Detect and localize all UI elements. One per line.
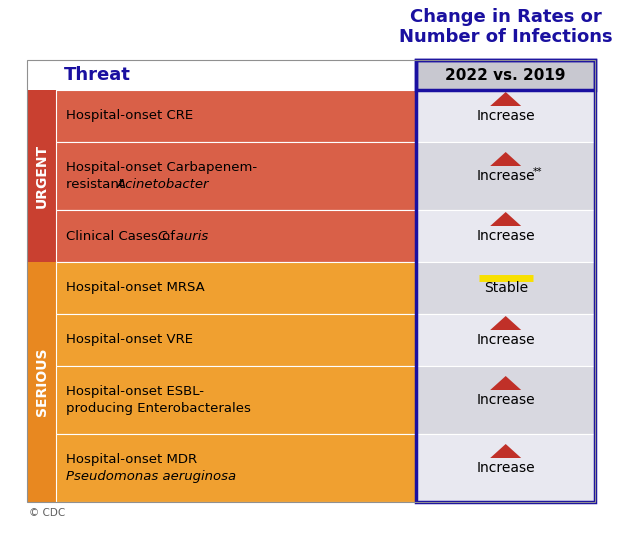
Bar xyxy=(416,60,595,90)
Polygon shape xyxy=(490,212,521,226)
Bar xyxy=(416,90,595,142)
Text: Hospital-onset VRE: Hospital-onset VRE xyxy=(66,333,193,346)
Bar xyxy=(27,262,56,502)
Text: URGENT: URGENT xyxy=(35,144,49,208)
Bar xyxy=(416,434,595,502)
Text: Increase: Increase xyxy=(476,333,535,347)
Text: © CDC: © CDC xyxy=(29,508,65,518)
Text: producing Enterobacterales: producing Enterobacterales xyxy=(66,402,250,416)
Text: Increase: Increase xyxy=(476,169,535,183)
Text: resistant: resistant xyxy=(66,178,128,191)
Bar xyxy=(416,210,595,262)
Text: Hospital-onset MDR: Hospital-onset MDR xyxy=(66,453,197,466)
Polygon shape xyxy=(490,152,521,166)
Text: Stable: Stable xyxy=(484,281,527,295)
Text: **: ** xyxy=(533,167,542,177)
Bar xyxy=(56,434,416,502)
Text: Acinetobacter: Acinetobacter xyxy=(117,178,210,191)
Text: C. auris: C. auris xyxy=(158,229,209,243)
Polygon shape xyxy=(490,92,521,106)
Text: SERIOUS: SERIOUS xyxy=(35,348,49,416)
Bar xyxy=(56,210,416,262)
Bar xyxy=(416,314,595,366)
Text: Hospital-onset ESBL-: Hospital-onset ESBL- xyxy=(66,384,204,397)
Bar xyxy=(416,366,595,434)
Bar xyxy=(56,90,416,142)
Polygon shape xyxy=(490,444,521,458)
Bar xyxy=(416,262,595,314)
Bar xyxy=(56,314,416,366)
Bar xyxy=(56,262,416,314)
Bar xyxy=(416,142,595,210)
Text: Clinical Cases of: Clinical Cases of xyxy=(66,229,179,243)
Text: Hospital-onset Carbapenem-: Hospital-onset Carbapenem- xyxy=(66,161,257,173)
Bar xyxy=(56,142,416,210)
Text: Hospital-onset CRE: Hospital-onset CRE xyxy=(66,110,193,122)
Polygon shape xyxy=(490,316,521,330)
Bar xyxy=(27,60,595,502)
Text: Hospital-onset MRSA: Hospital-onset MRSA xyxy=(66,281,205,294)
Bar xyxy=(416,60,595,502)
Text: Pseudomonas aeruginosa: Pseudomonas aeruginosa xyxy=(66,470,236,483)
Text: Threat: Threat xyxy=(64,66,131,84)
Polygon shape xyxy=(490,376,521,390)
Text: 2022 vs. 2019: 2022 vs. 2019 xyxy=(446,68,566,83)
Text: Increase: Increase xyxy=(476,461,535,475)
Text: Change in Rates or: Change in Rates or xyxy=(410,8,602,26)
Text: Number of Infections: Number of Infections xyxy=(399,28,612,46)
Bar xyxy=(56,366,416,434)
Bar xyxy=(27,90,56,262)
Text: Increase: Increase xyxy=(476,393,535,407)
Text: Increase: Increase xyxy=(476,109,535,123)
Text: Increase: Increase xyxy=(476,229,535,243)
